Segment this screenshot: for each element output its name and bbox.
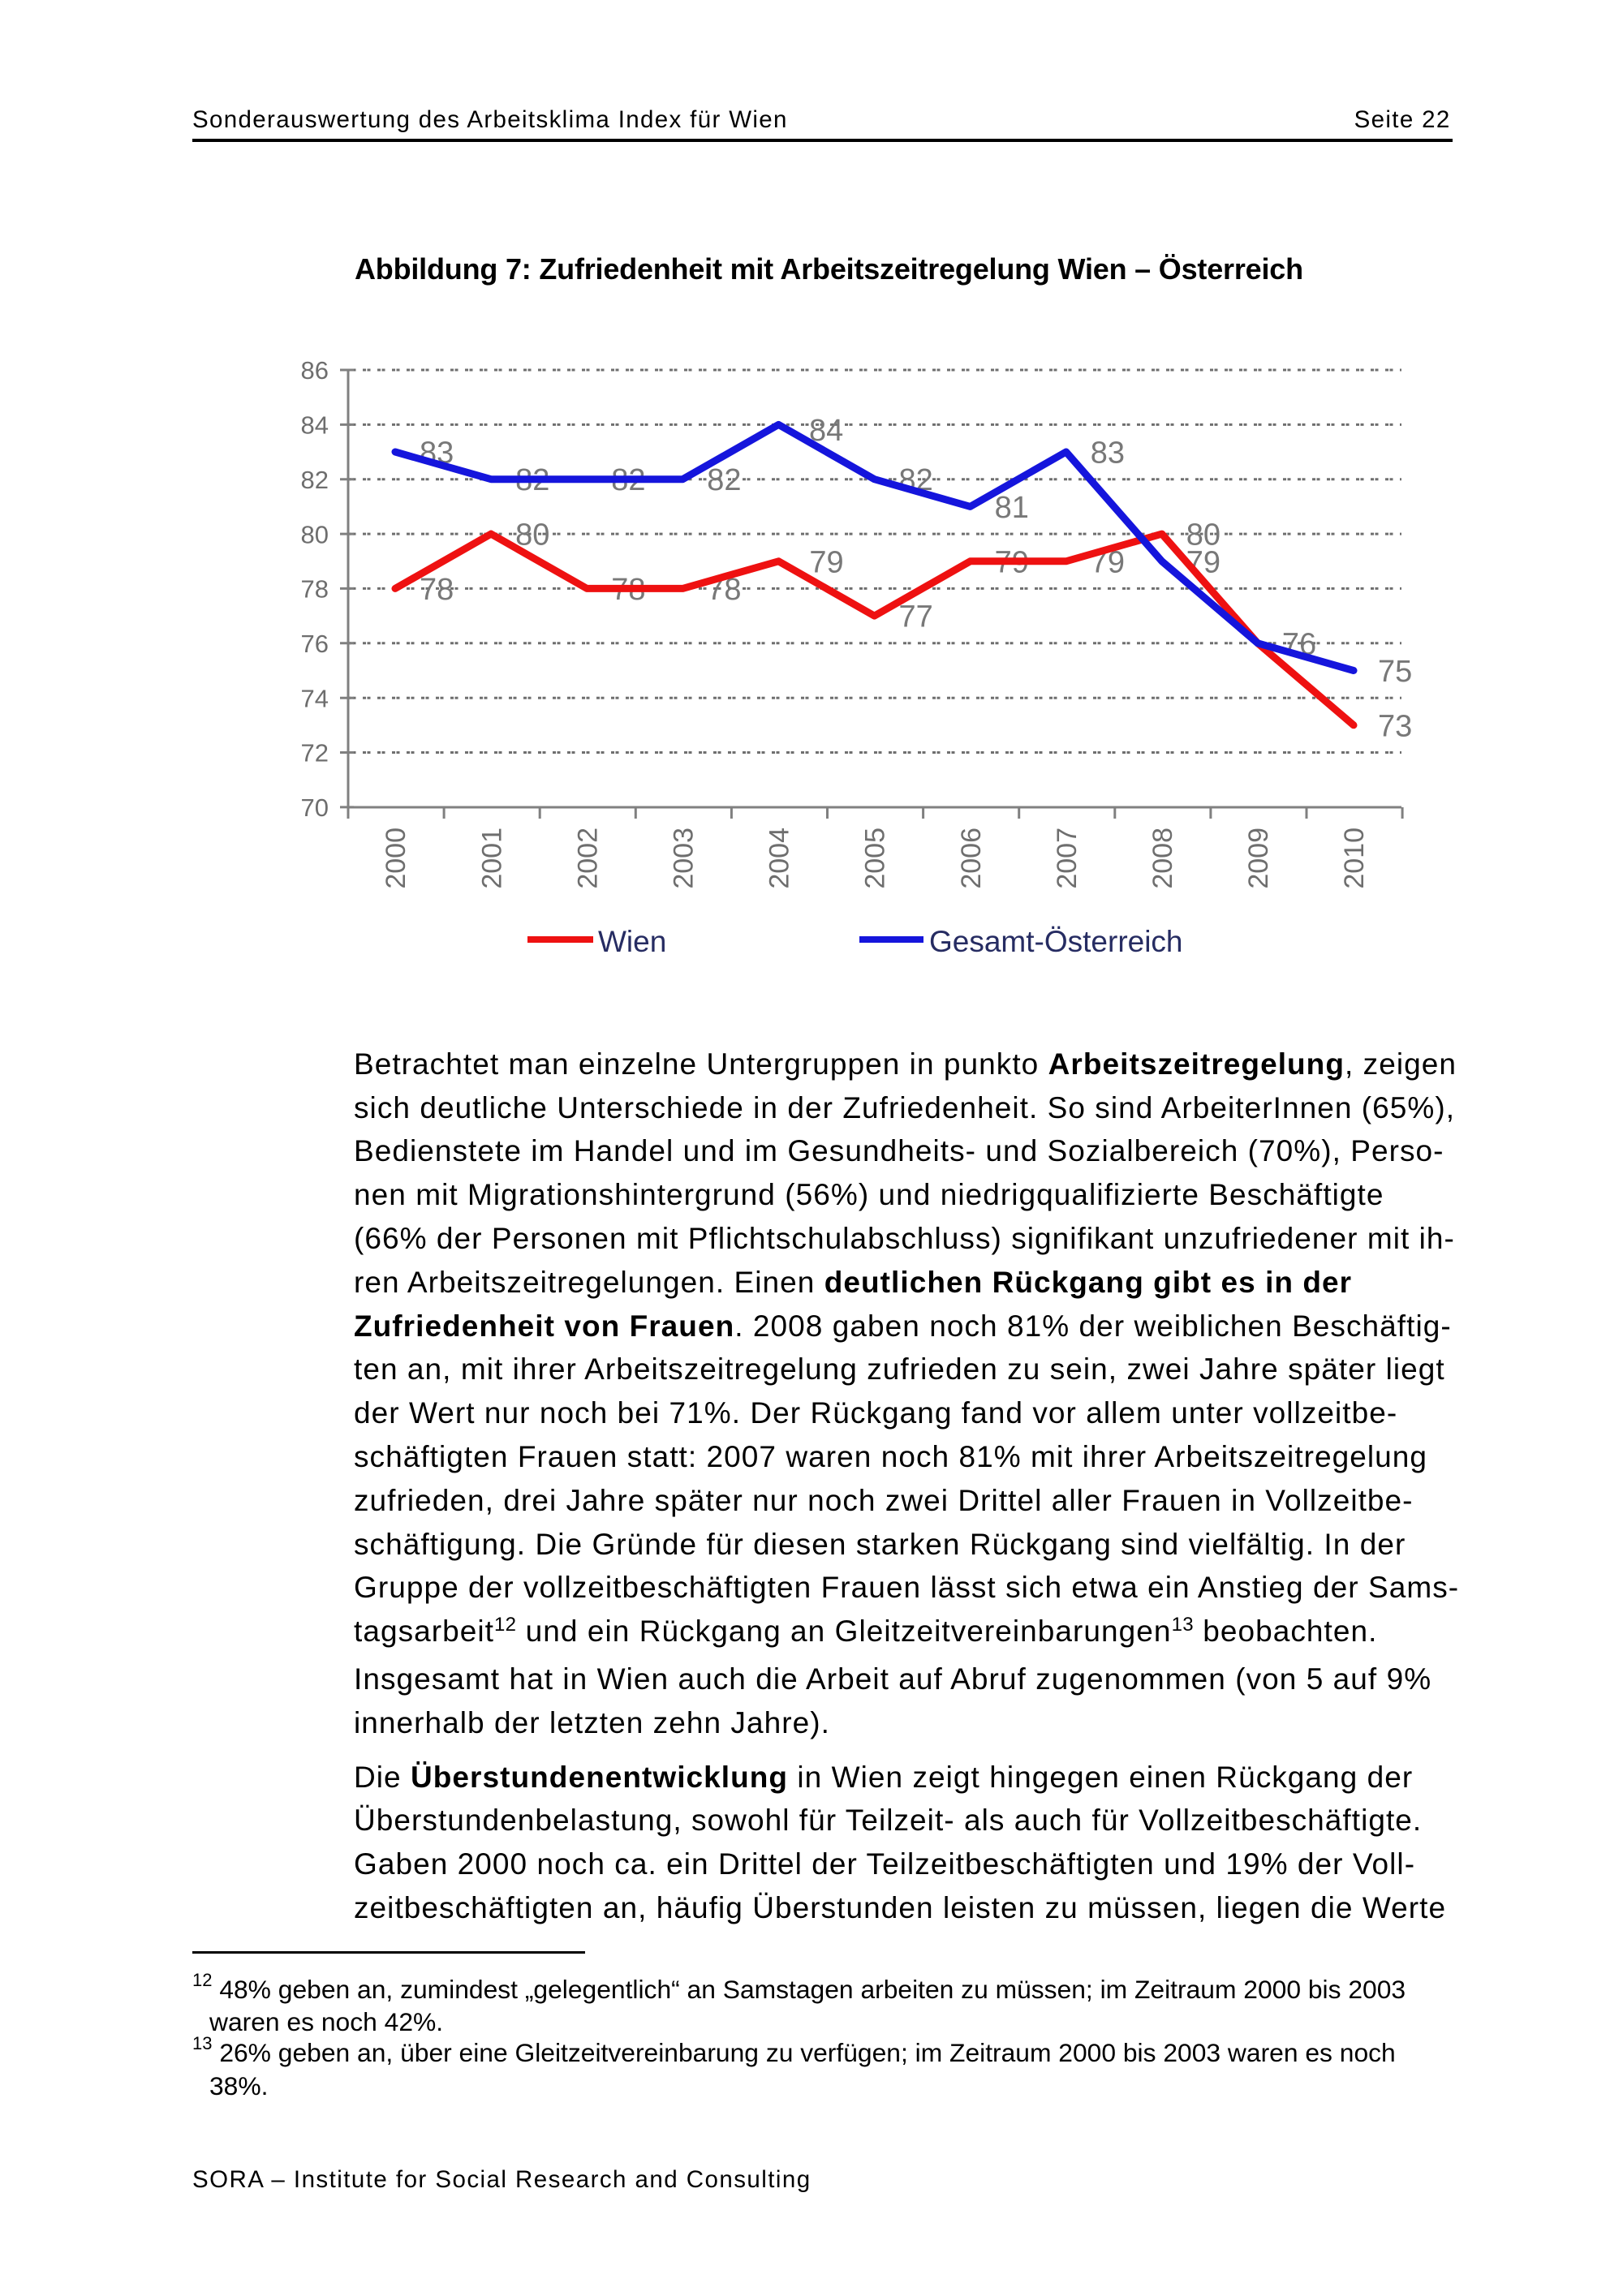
svg-text:79: 79 xyxy=(809,545,843,579)
svg-text:2009: 2009 xyxy=(1243,828,1274,889)
svg-text:82: 82 xyxy=(707,463,741,497)
svg-text:81: 81 xyxy=(995,491,1029,525)
svg-text:2000: 2000 xyxy=(381,828,411,889)
svg-text:70: 70 xyxy=(301,793,329,822)
svg-text:2008: 2008 xyxy=(1147,828,1178,889)
svg-text:2010: 2010 xyxy=(1339,828,1370,889)
svg-text:Gesamt-Österreich: Gesamt-Österreich xyxy=(929,925,1183,958)
svg-text:78: 78 xyxy=(420,573,454,607)
svg-text:80: 80 xyxy=(515,518,549,553)
svg-text:82: 82 xyxy=(301,466,329,494)
svg-text:Wien: Wien xyxy=(598,925,666,958)
svg-text:2002: 2002 xyxy=(572,828,603,889)
svg-text:2003: 2003 xyxy=(669,828,700,889)
svg-text:2007: 2007 xyxy=(1052,828,1083,889)
svg-text:74: 74 xyxy=(301,684,329,712)
svg-text:73: 73 xyxy=(1378,709,1412,743)
svg-text:79: 79 xyxy=(1186,545,1220,579)
svg-text:2001: 2001 xyxy=(476,828,507,889)
svg-text:80: 80 xyxy=(301,520,329,548)
svg-text:84: 84 xyxy=(301,411,329,440)
svg-text:75: 75 xyxy=(1378,655,1412,689)
svg-text:2006: 2006 xyxy=(956,828,987,889)
svg-text:80: 80 xyxy=(1186,518,1220,553)
svg-text:76: 76 xyxy=(301,630,329,658)
svg-text:2004: 2004 xyxy=(764,828,795,889)
svg-text:78: 78 xyxy=(301,575,329,604)
svg-text:77: 77 xyxy=(899,600,933,634)
svg-text:2005: 2005 xyxy=(860,828,891,889)
svg-text:83: 83 xyxy=(1091,436,1125,471)
svg-text:86: 86 xyxy=(301,356,329,385)
svg-text:72: 72 xyxy=(301,739,329,767)
